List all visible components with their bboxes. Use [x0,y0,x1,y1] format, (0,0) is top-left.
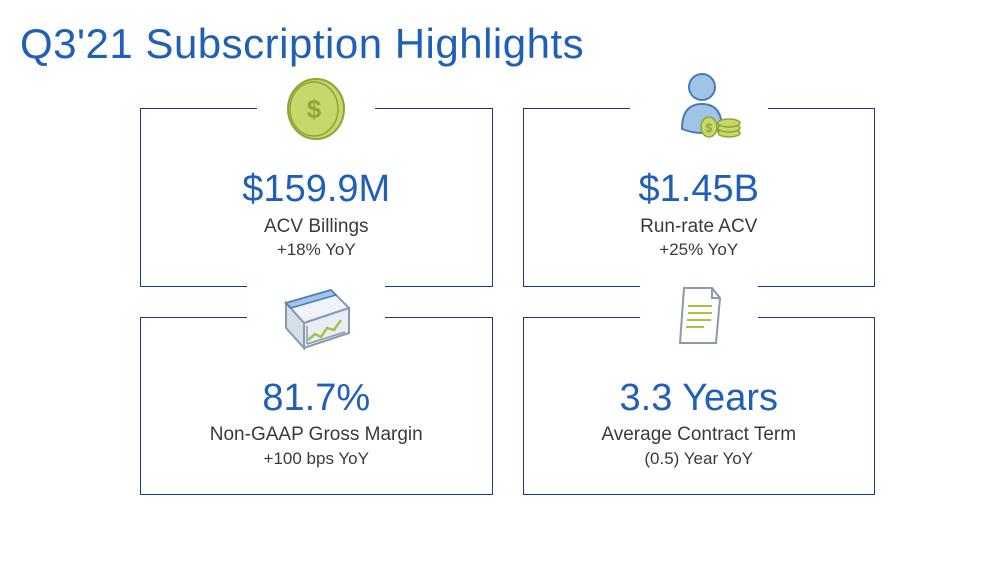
slide-title: Q3'21 Subscription Highlights [20,20,965,68]
metric-card-acv-billings: $ $159.9M ACV Billings +18% YoY [140,108,493,287]
metric-sub: +100 bps YoY [161,448,472,470]
metric-sub: (0.5) Year YoY [544,448,855,470]
metric-sub: +25% YoY [544,239,855,261]
chart-screen-icon [247,278,385,358]
metric-card-contract-term: 3.3 Years Average Contract Term (0.5) Ye… [523,317,876,496]
metric-card-gross-margin: 81.7% Non-GAAP Gross Margin +100 bps YoY [140,317,493,496]
metric-label: Average Contract Term [544,423,855,448]
metric-sub: +18% YoY [161,239,472,261]
metric-value: 81.7% [161,378,472,420]
metric-label: ACV Billings [161,215,472,240]
metric-label: Non-GAAP Gross Margin [161,423,472,448]
svg-text:$: $ [705,121,712,135]
metric-value: 3.3 Years [544,378,855,420]
metric-label: Run-rate ACV [544,215,855,240]
user-coins-icon: $ [630,69,768,149]
metrics-grid: $ $159.9M ACV Billings +18% YoY $ $1.45B [20,108,965,495]
metric-value: $159.9M [161,169,472,211]
svg-text:$: $ [307,94,322,124]
metric-card-run-rate-acv: $ $1.45B Run-rate ACV +25% YoY [523,108,876,287]
metric-value: $1.45B [544,169,855,211]
document-icon [640,278,758,358]
coin-icon: $ [257,69,375,149]
